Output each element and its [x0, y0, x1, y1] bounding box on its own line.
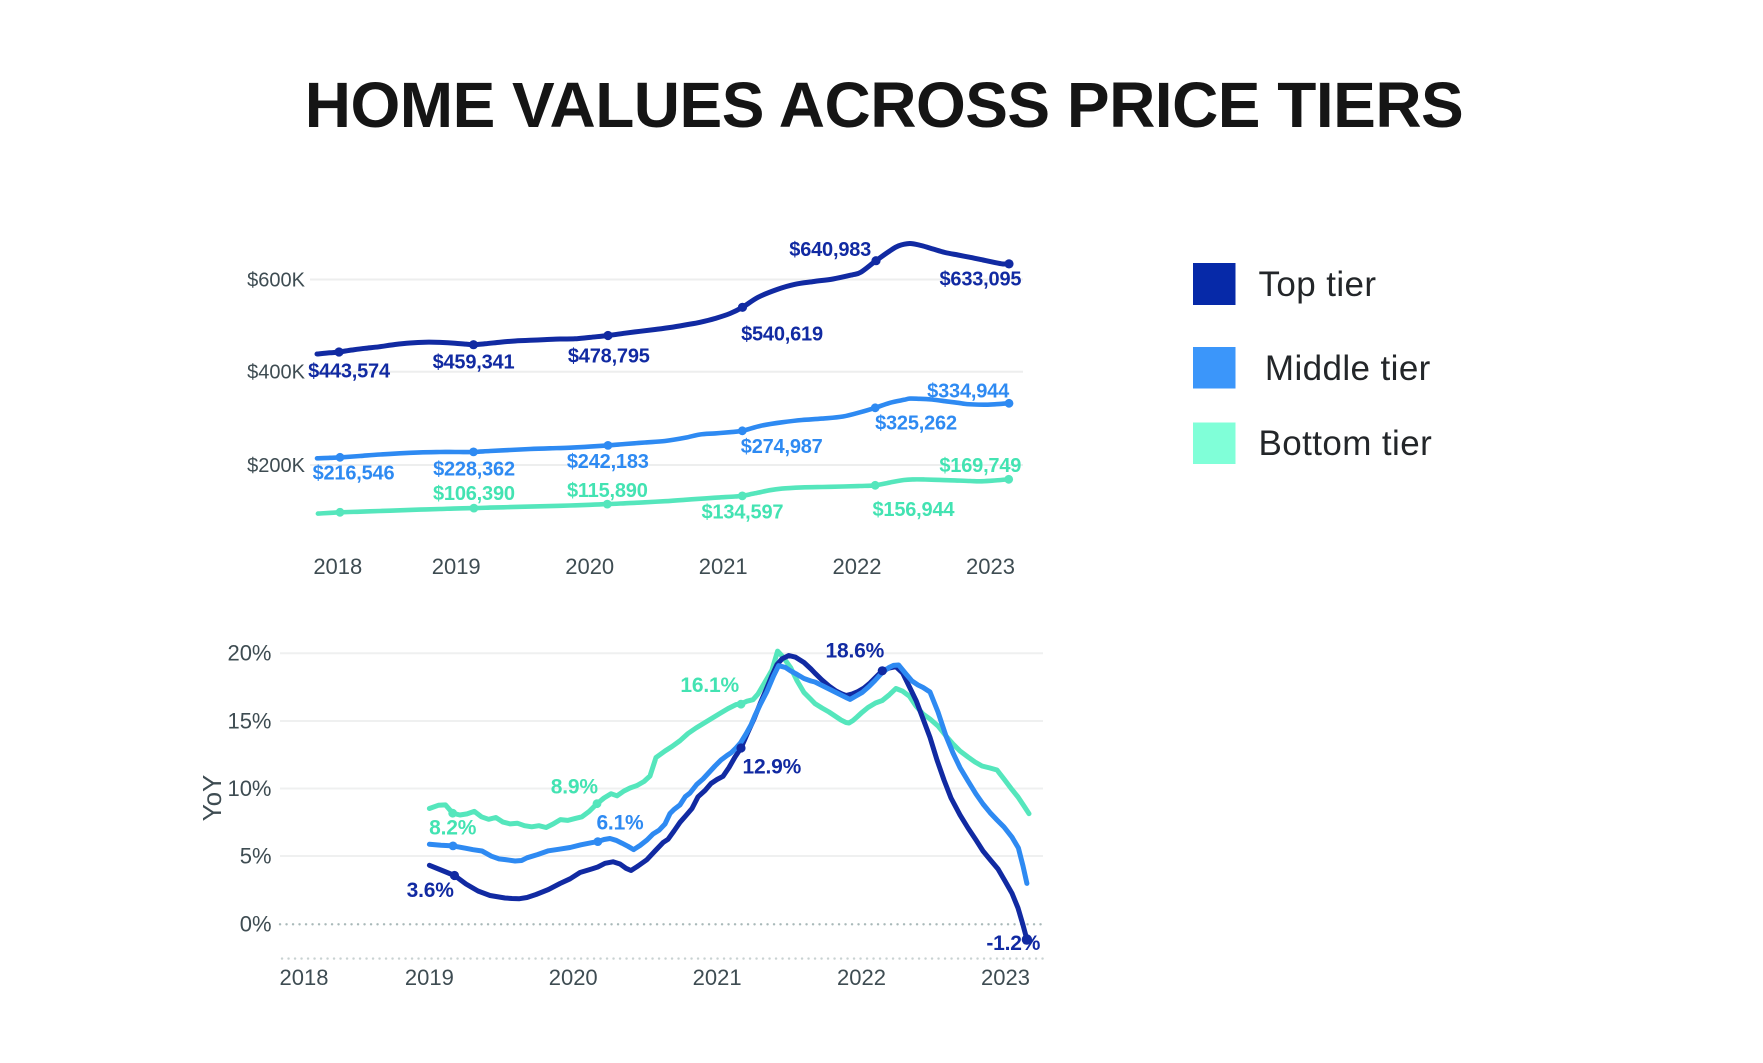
svg-text:$540,619: $540,619	[741, 324, 823, 346]
svg-text:3.6%: 3.6%	[407, 879, 455, 902]
svg-text:18.6%: 18.6%	[826, 640, 885, 663]
svg-text:2021: 2021	[699, 554, 748, 579]
svg-text:$156,944: $156,944	[872, 499, 955, 521]
svg-text:$216,546: $216,546	[313, 463, 395, 485]
svg-text:-1.2%: -1.2%	[986, 932, 1040, 955]
svg-text:$400K: $400K	[247, 362, 305, 384]
svg-text:Middle tier: Middle tier	[1265, 349, 1431, 388]
svg-text:$115,890: $115,890	[567, 480, 648, 502]
svg-text:20%: 20%	[227, 641, 271, 666]
svg-text:$325,262: $325,262	[875, 413, 957, 435]
svg-text:2020: 2020	[549, 965, 598, 990]
svg-text:2020: 2020	[565, 554, 614, 579]
svg-text:$242,183: $242,183	[567, 451, 649, 473]
svg-text:2021: 2021	[693, 965, 742, 990]
svg-text:Bottom tier: Bottom tier	[1259, 424, 1433, 463]
svg-text:$274,987: $274,987	[741, 436, 823, 458]
svg-text:0%: 0%	[240, 912, 272, 937]
svg-text:$459,341: $459,341	[433, 351, 515, 373]
svg-text:2019: 2019	[405, 965, 454, 990]
svg-text:Top tier: Top tier	[1259, 265, 1377, 304]
svg-text:HOME VALUES ACROSS PRICE TIERS: HOME VALUES ACROSS PRICE TIERS	[305, 69, 1463, 141]
svg-text:2019: 2019	[432, 554, 481, 579]
svg-text:12.9%: 12.9%	[743, 755, 802, 778]
svg-text:16.1%: 16.1%	[680, 674, 739, 697]
svg-text:10%: 10%	[227, 776, 271, 801]
svg-text:2023: 2023	[981, 965, 1030, 990]
svg-text:$134,597: $134,597	[701, 502, 783, 524]
svg-text:8.2%: 8.2%	[429, 817, 477, 840]
svg-text:2018: 2018	[280, 965, 329, 990]
svg-text:$106,390: $106,390	[433, 483, 515, 505]
svg-text:$443,574: $443,574	[308, 361, 391, 383]
svg-text:$228,362: $228,362	[433, 459, 515, 481]
svg-text:2022: 2022	[837, 965, 886, 990]
svg-text:6.1%: 6.1%	[596, 812, 644, 835]
svg-text:8.9%: 8.9%	[551, 776, 599, 799]
svg-text:5%: 5%	[240, 843, 272, 868]
svg-text:YoY: YoY	[197, 775, 227, 822]
svg-text:2022: 2022	[833, 554, 882, 579]
svg-text:$600K: $600K	[247, 269, 305, 291]
svg-text:$640,983: $640,983	[789, 239, 871, 261]
svg-text:$169,749: $169,749	[939, 455, 1021, 477]
svg-text:15%: 15%	[227, 708, 271, 733]
svg-text:2018: 2018	[313, 554, 362, 579]
svg-text:$633,095: $633,095	[939, 269, 1021, 291]
svg-text:$200K: $200K	[247, 455, 305, 477]
svg-text:$478,795: $478,795	[568, 346, 650, 368]
svg-text:2023: 2023	[966, 554, 1015, 579]
svg-text:$334,944: $334,944	[927, 381, 1010, 403]
